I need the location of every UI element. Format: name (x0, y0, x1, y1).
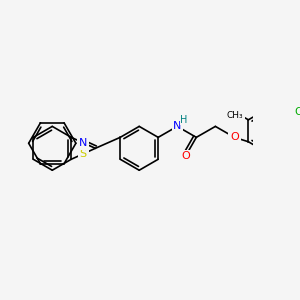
Text: S: S (80, 149, 87, 159)
Text: O: O (230, 132, 239, 142)
Text: H: H (180, 115, 188, 125)
Text: N: N (79, 138, 88, 148)
Text: Cl: Cl (294, 107, 300, 117)
Text: CH₃: CH₃ (227, 111, 243, 120)
Text: N: N (173, 122, 182, 131)
Text: O: O (181, 152, 190, 161)
